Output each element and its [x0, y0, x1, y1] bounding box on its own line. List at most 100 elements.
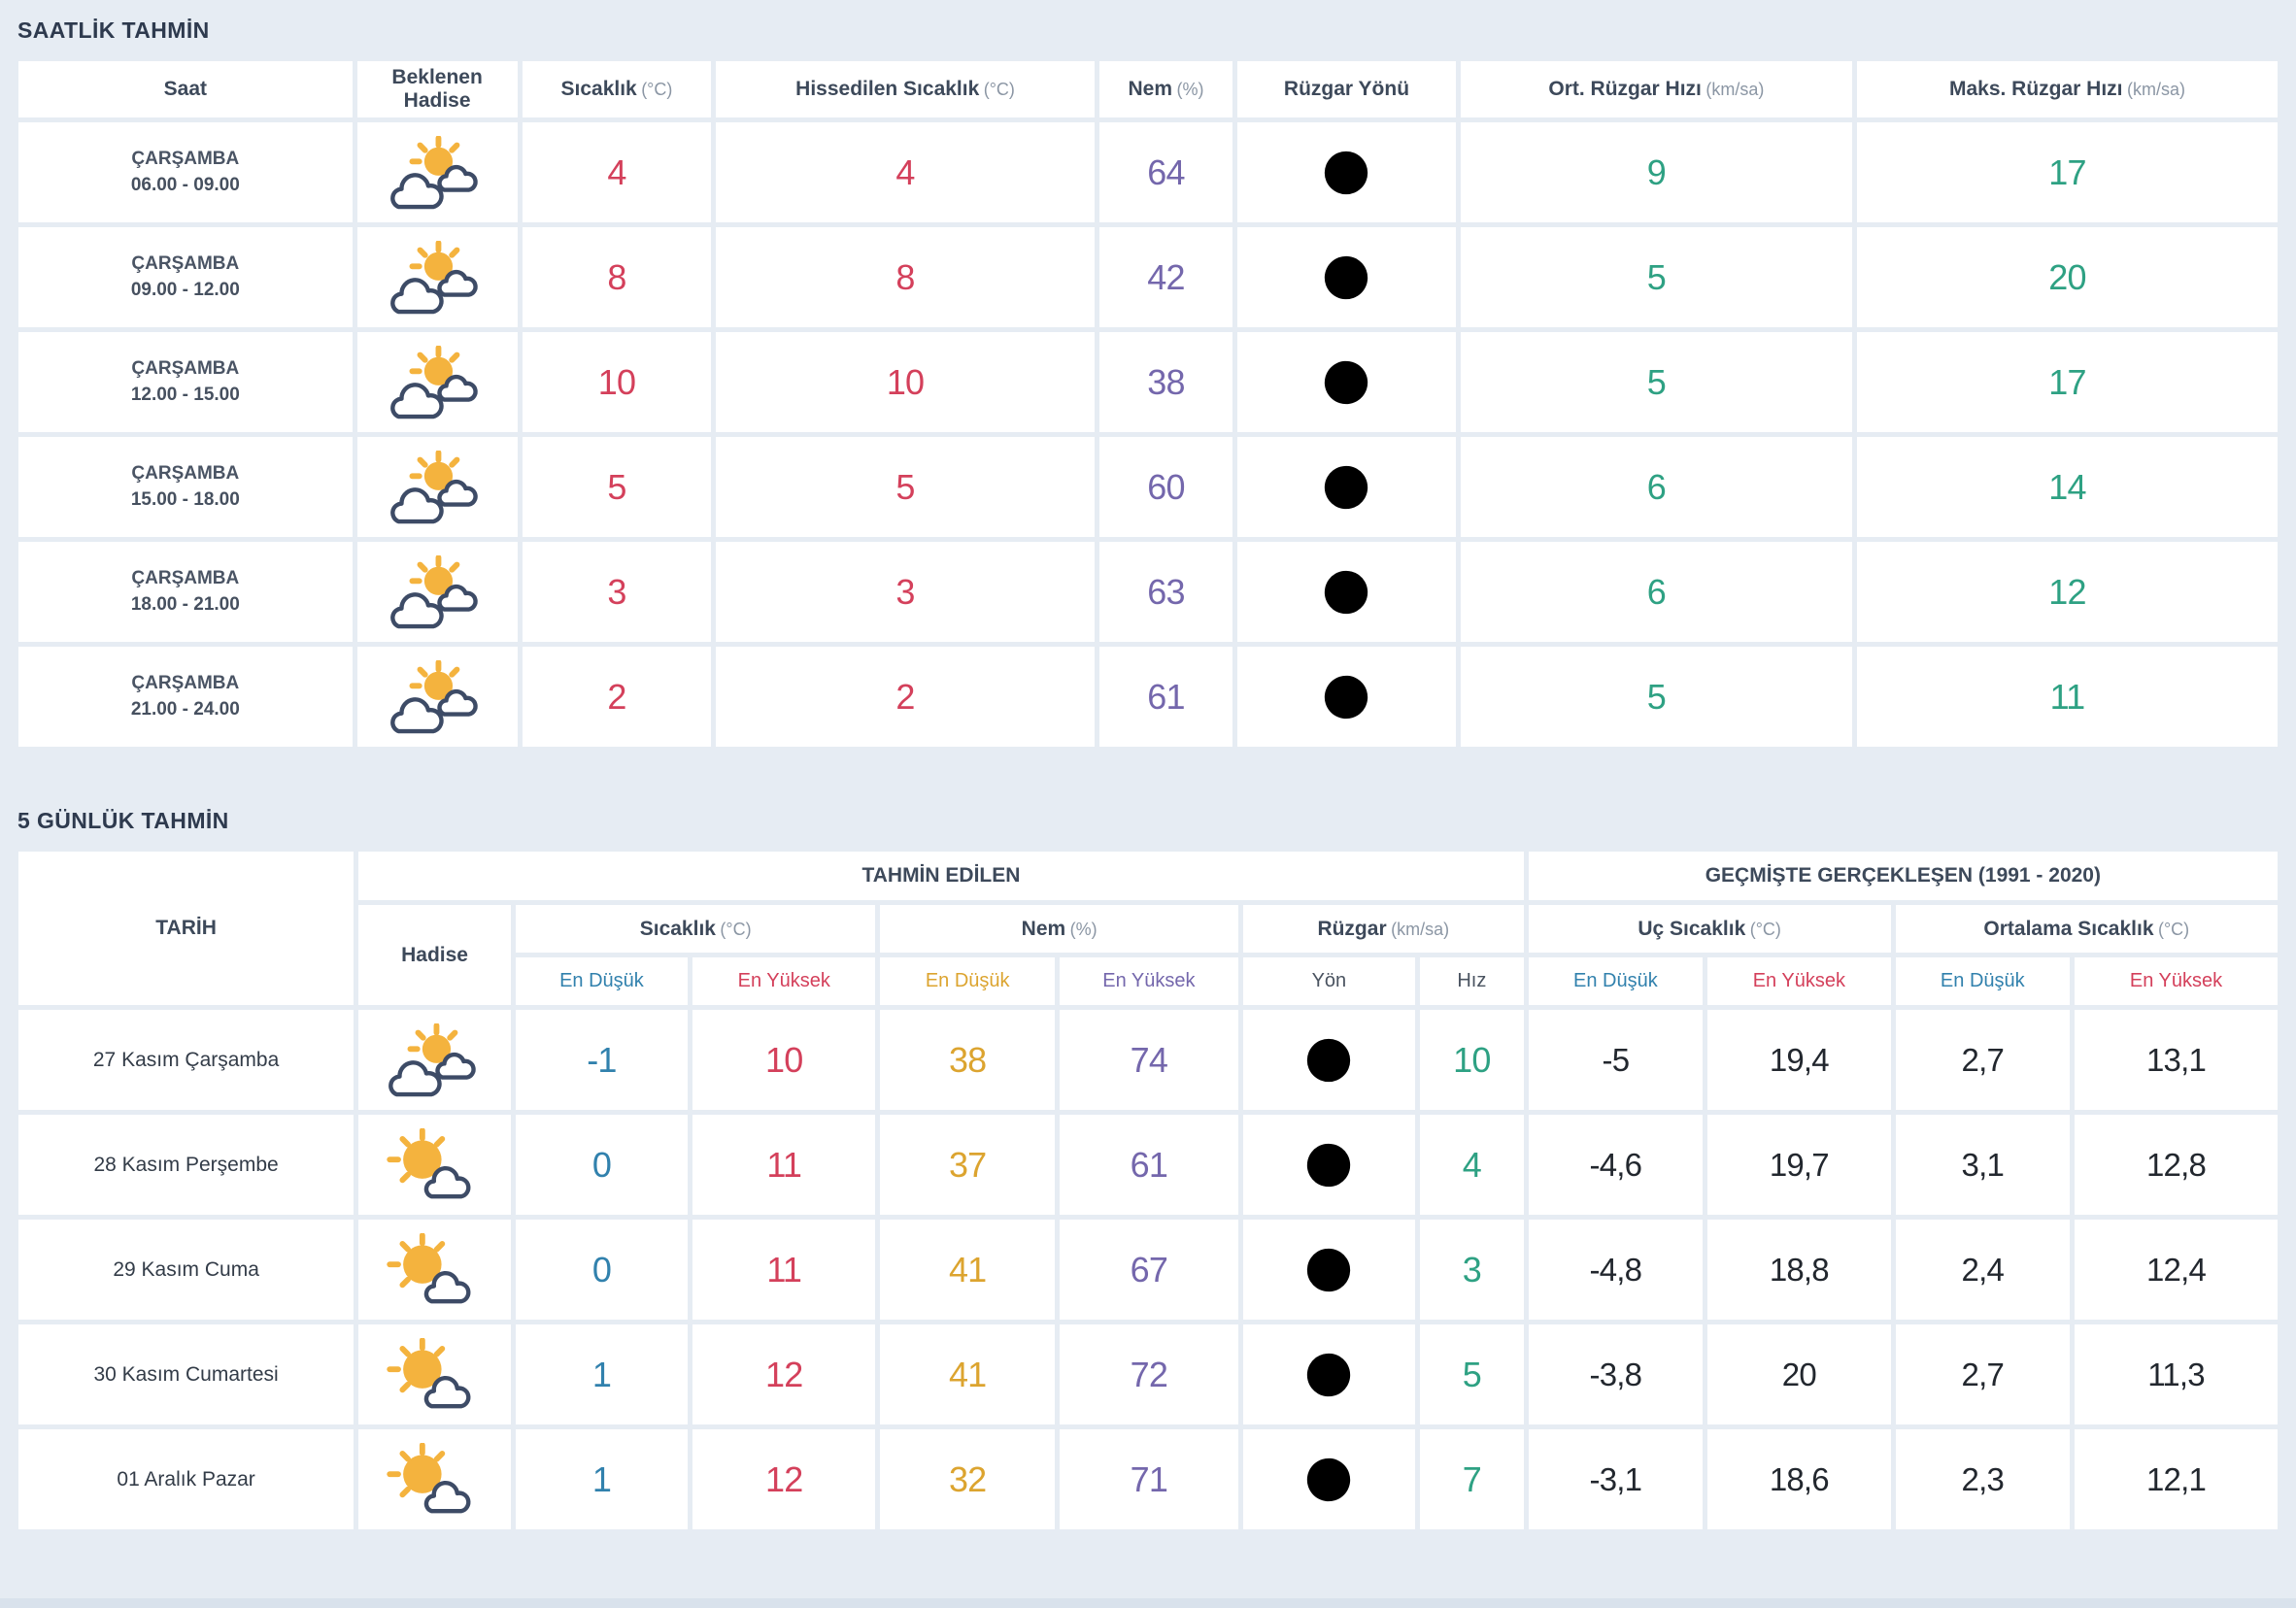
humidity-max-value: 61 — [1059, 1115, 1238, 1215]
temp-max-value: 11 — [692, 1220, 876, 1320]
temperature-value: 10 — [522, 332, 712, 432]
subgroup-header-extreme-temperature: Uç Sıcaklık (°C) — [1528, 905, 1891, 953]
weather-condition-icon — [388, 555, 486, 629]
bottom-strip — [0, 1598, 2296, 1608]
wind-direction-cell — [1242, 1115, 1415, 1215]
average-max-value: 11,3 — [2074, 1324, 2278, 1424]
temp-min-value: 0 — [515, 1115, 688, 1215]
average-max-value: 12,1 — [2074, 1429, 2278, 1529]
column-header-average-max: En Yüksek — [2074, 957, 2278, 1005]
hours-label: 12.00 - 15.00 — [130, 385, 240, 405]
day-label: ÇARŞAMBA — [131, 463, 240, 484]
day-label: ÇARŞAMBA — [131, 149, 240, 169]
temperature-value: 2 — [522, 647, 712, 747]
humidity-max-value: 72 — [1059, 1324, 1238, 1424]
hours-label: 21.00 - 24.00 — [130, 699, 240, 720]
column-header-date: TARİH — [18, 852, 355, 1005]
wind-direction-icon — [1298, 1238, 1361, 1301]
wind-direction-icon — [1309, 554, 1383, 628]
daily-header-group-row: TARİH TAHMİN EDİLEN GEÇMİŞTE GERÇEKLEŞEN… — [18, 852, 2278, 1005]
weather-condition-icon — [387, 1233, 484, 1307]
hours-label: 18.00 - 21.00 — [130, 594, 240, 615]
wind-speed-value: 3 — [1419, 1220, 1524, 1320]
humidity-value: 42 — [1098, 227, 1233, 327]
date-cell: 30 Kasım Cumartesi — [18, 1324, 355, 1424]
weather-condition-icon — [388, 241, 486, 315]
average-min-value: 3,1 — [1895, 1115, 2070, 1215]
weather-condition-icon — [388, 346, 486, 419]
humidity-min-value: 37 — [880, 1115, 1055, 1215]
humidity-min-value: 32 — [880, 1429, 1055, 1529]
weather-condition-icon — [387, 1128, 484, 1202]
date-cell: 01 Aralık Pazar — [18, 1429, 355, 1529]
extreme-max-value: 20 — [1707, 1324, 1891, 1424]
column-header-time: Saat — [18, 61, 353, 117]
wind-direction-cell — [1237, 437, 1456, 537]
daily-row: 01 Aralık Pazar 1 12 32 71 7 -3,1 18,6 2… — [18, 1429, 2278, 1529]
event-cell — [358, 1115, 511, 1215]
day-label: ÇARŞAMBA — [131, 673, 240, 693]
max-wind-speed-value: 14 — [1856, 437, 2278, 537]
avg-wind-speed-value: 5 — [1460, 332, 1852, 432]
event-cell — [358, 1220, 511, 1320]
time-slot-cell: ÇARŞAMBA 15.00 - 18.00 — [18, 437, 353, 537]
subgroup-header-temperature: Sıcaklık (°C) — [515, 905, 876, 953]
daily-row: 27 Kasım Çarşamba -1 10 38 74 10 -5 19,4… — [18, 1010, 2278, 1110]
wind-direction-cell — [1237, 332, 1456, 432]
wind-direction-cell — [1237, 647, 1456, 747]
extreme-max-value: 19,7 — [1707, 1115, 1891, 1215]
extreme-min-value: -3,8 — [1528, 1324, 1704, 1424]
humidity-value: 38 — [1098, 332, 1233, 432]
wind-direction-icon — [1296, 1341, 1363, 1408]
avg-wind-speed-value: 9 — [1460, 122, 1852, 222]
average-max-value: 12,4 — [2074, 1220, 2278, 1320]
column-header-temp-max: En Yüksek — [692, 957, 876, 1005]
wind-direction-cell — [1237, 122, 1456, 222]
wind-direction-icon — [1291, 1441, 1367, 1518]
avg-wind-speed-value: 5 — [1460, 647, 1852, 747]
max-wind-speed-value: 12 — [1856, 542, 2278, 642]
temp-min-value: -1 — [515, 1010, 688, 1110]
average-min-value: 2,4 — [1895, 1220, 2070, 1320]
group-header-predicted: TAHMİN EDİLEN — [358, 852, 1524, 900]
max-wind-speed-value: 11 — [1856, 647, 2278, 747]
hourly-forecast-section: SAATLİK TAHMİN Saat Beklenen Hadise Sıcak… — [14, 17, 2282, 752]
humidity-value: 61 — [1098, 647, 1233, 747]
temp-max-value: 11 — [692, 1115, 876, 1215]
expected-event-cell — [356, 122, 518, 222]
avg-wind-speed-value: 6 — [1460, 437, 1852, 537]
hourly-forecast-table: Saat Beklenen Hadise Sıcaklık (°C) Hissed… — [14, 56, 2282, 752]
wind-direction-cell — [1237, 227, 1456, 327]
daily-forecast-table: TARİH TAHMİN EDİLEN GEÇMİŞTE GERÇEKLEŞEN… — [14, 847, 2282, 1534]
wind-direction-icon — [1317, 352, 1376, 412]
temp-min-value: 0 — [515, 1220, 688, 1320]
max-wind-speed-value: 17 — [1856, 332, 2278, 432]
column-header-average-min: En Düşük — [1895, 957, 2070, 1005]
weather-condition-icon — [387, 1023, 484, 1097]
daily-header-minmax-row: En Düşük En Yüksek En Düşük En Yüksek Yö… — [18, 957, 2278, 1005]
hourly-header-row: Saat Beklenen Hadise Sıcaklık (°C) Hissed… — [18, 61, 2278, 117]
daily-row: 28 Kasım Perşembe 0 11 37 61 4 -4,6 19,7… — [18, 1115, 2278, 1215]
time-slot-cell: ÇARŞAMBA 21.00 - 24.00 — [18, 647, 353, 747]
feels-like-value: 10 — [716, 332, 1095, 432]
column-header-max-wind-speed: Maks. Rüzgar Hızı (km/sa) — [1856, 61, 2278, 117]
wind-direction-cell — [1242, 1324, 1415, 1424]
wind-direction-icon — [1292, 1127, 1366, 1201]
column-header-event: Hadise — [358, 905, 511, 1005]
time-slot-cell: ÇARŞAMBA 12.00 - 15.00 — [18, 332, 353, 432]
wind-direction-cell — [1242, 1010, 1415, 1110]
extreme-max-value: 18,6 — [1707, 1429, 1891, 1529]
humidity-value: 60 — [1098, 437, 1233, 537]
humidity-min-value: 41 — [880, 1220, 1055, 1320]
humidity-value: 63 — [1098, 542, 1233, 642]
hourly-forecast-title: SAATLİK TAHMİN — [17, 17, 210, 43]
extreme-min-value: -3,1 — [1528, 1429, 1704, 1529]
hourly-row: ÇARŞAMBA 18.00 - 21.00 3 3 63 6 12 — [18, 542, 2278, 642]
event-cell — [358, 1429, 511, 1529]
feels-like-value: 4 — [716, 122, 1095, 222]
humidity-min-value: 41 — [880, 1324, 1055, 1424]
daily-forecast-title: 5 GÜNLÜK TAHMİN — [17, 808, 229, 833]
average-max-value: 12,8 — [2074, 1115, 2278, 1215]
wind-speed-value: 7 — [1419, 1429, 1524, 1529]
expected-event-cell — [356, 332, 518, 432]
